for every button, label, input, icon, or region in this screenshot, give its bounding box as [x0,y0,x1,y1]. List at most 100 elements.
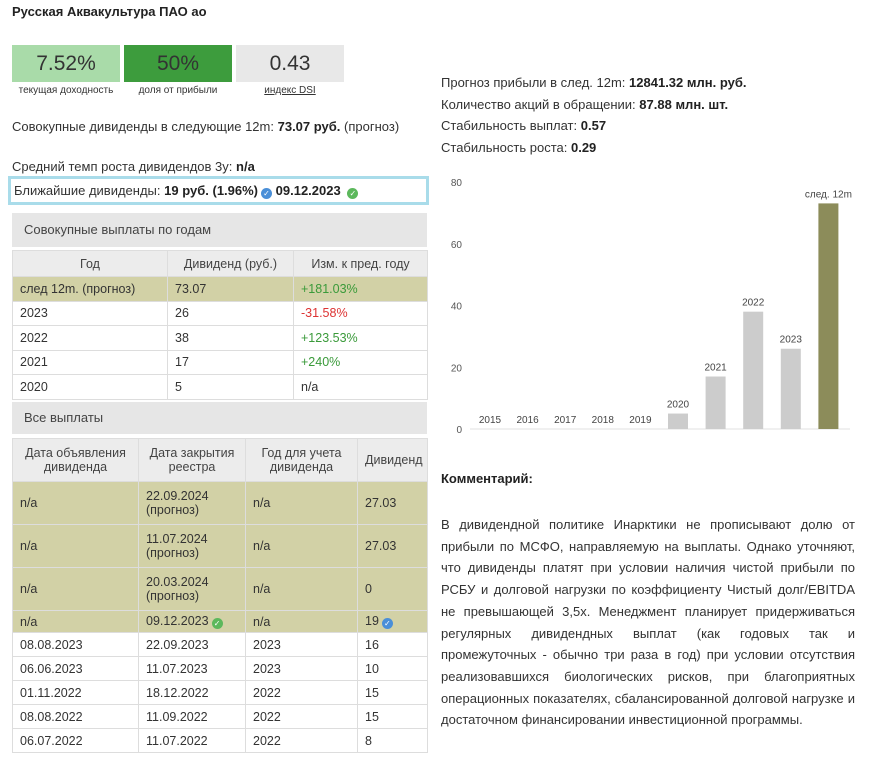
cell: 27.03 [357,481,428,525]
bar-label: 2017 [554,415,577,426]
cell: 17 [167,349,294,375]
cell: n/a [12,567,139,611]
cell: 06.06.2023 [12,656,139,681]
section-title: Совокупные выплаты по годам [12,213,427,247]
bar-label: 2021 [704,363,727,374]
row: 08.08.2022 11.09.2022 2022 15 [12,704,428,729]
bar [818,203,839,429]
row: 01.11.2022 18.12.2022 2022 15 [12,680,428,705]
cell: 09.12.2023 ✓ [138,610,246,633]
stats: Прогноз прибыли в след. 12m: 12841.32 мл… [441,72,746,158]
amount: 19 руб. [164,183,209,198]
total-dividends: Совокупные дивиденды в следующие 12m: 73… [12,116,427,138]
header-row: Год Дивиденд (руб.) Изм. к пред. году [12,250,428,277]
row: n/a 20.03.2024 (прогноз) n/a 0 [12,567,428,611]
metric-box: 7.52% [12,45,120,82]
icon: ✓ [261,188,273,199]
bar [743,311,764,429]
bar-label: 2016 [516,415,539,426]
cell: 73.07 [167,276,294,302]
cell: 18.12.2022 [138,680,246,705]
row: 2020 5 n/a [12,374,428,400]
cell: n/a [245,567,358,611]
bar [780,348,801,429]
cell: n/a [293,374,428,400]
y-tick-label: 40 [451,302,463,313]
cell: -31.58% [293,300,428,326]
stat: Прогноз прибыли в след. 12m: 12841.32 мл… [441,72,746,94]
cell: 11.07.2023 [138,656,246,681]
stat-value: 12841.32 млн. руб. [629,75,747,90]
cell: +123.53% [293,325,428,351]
metric-label: доля от прибыли [138,85,218,96]
cell: n/a [245,610,358,633]
header-cell: Дивиденд [357,438,428,482]
bar [705,376,726,429]
cell: 19 ✓ [357,610,428,633]
cell: 01.11.2022 [12,680,139,705]
section-title: Все выплаты [12,402,427,434]
cell: 8 [357,728,428,753]
y-tick-label: 80 [451,178,463,189]
stat-label: Прогноз прибыли в след. 12m: [441,75,626,90]
cell: 10 [357,656,428,681]
y-tick-label: 60 [451,240,463,251]
payments-table: Дата объявления дивиденда Дата закрытия р… [12,438,428,753]
page-title: Русская Аквакультура ПАО ао [12,4,207,19]
bar-label: 2018 [592,415,615,426]
stat: Количество акций в обращении: 87.88 млн.… [441,94,746,116]
cell: +240% [293,349,428,375]
stat-label: Стабильность роста: [441,139,568,155]
row: 2021 17 +240% [12,349,428,375]
cell: 16 [357,632,428,657]
stat-label: Стабильность выплат: [441,118,578,133]
row: 2022 38 +123.53% [12,325,428,351]
stat: Стабильность выплат: 0.57 [441,115,746,137]
cell: n/a [245,524,358,568]
metric-link[interactable]: индекс DSI [264,85,316,96]
label: Средний темп роста дивидендов 3y: [12,159,233,174]
row: след 12m. (прогноз) 73.07 +181.03% [12,276,428,302]
row: n/a 09.12.2023 ✓ n/a 19 ✓ [12,610,428,633]
cell: 11.09.2022 [138,704,246,729]
cell: 27.03 [357,524,428,568]
row: 2023 26 -31.58% [12,300,428,326]
icon: ✓ [211,618,223,629]
yield: (1.96%) [212,183,259,198]
date: 09.12.2023 [275,183,341,198]
header-cell: Год для учета дивиденда [245,438,358,482]
row: 08.08.2023 22.09.2023 2023 16 [12,632,428,657]
header-cell: Изм. к пред. году [293,250,428,277]
comment-title: Комментарий: [441,471,533,486]
bar-label: 2020 [667,400,690,411]
yearly-table: Год Дивиденд (руб.) Изм. к пред. году след … [12,250,428,400]
cell: 08.08.2022 [12,704,139,729]
chart: 0 20 40 60 80 2015 2016 2017 2018 2019 2020 2021 202… [451,178,852,436]
value: n/a [236,159,255,174]
stat-value: 0.29 [570,139,597,155]
label: Совокупные дивиденды в следующие 12m: [12,119,274,134]
cell: 08.08.2023 [12,632,139,657]
header-row: Дата объявления дивиденда Дата закрытия р… [12,438,428,482]
comment-text: В дивидендной политике Инарктики не проп… [441,517,855,728]
cell: 2023 [245,656,358,681]
bar-label: 2022 [742,298,765,309]
stat: Стабильность роста: 0.29 [441,137,746,159]
row: n/a 22.09.2024 (прогноз) n/a 27.03 [12,481,428,525]
note: (прогноз) [344,119,400,134]
cell: 2022 [245,728,358,753]
bar-label: 2019 [629,415,652,426]
metric-box: 0.43 [236,45,344,82]
label: Ближайшие дивиденды: [14,183,161,198]
nearest-dividends: Ближайшие дивиденды: 19 руб. (1.96%) ✓ 09… [8,176,429,205]
cell: 5 [167,374,294,400]
cell: 38 [167,325,294,351]
bar-label: 2015 [479,415,502,426]
cell: n/a [12,524,139,568]
bar-label: след. 12m [805,189,852,200]
cell: 2023 [12,300,168,326]
cell: 06.07.2022 [12,728,139,753]
icon: ✓ [347,188,359,199]
cell: 2021 [12,349,168,375]
